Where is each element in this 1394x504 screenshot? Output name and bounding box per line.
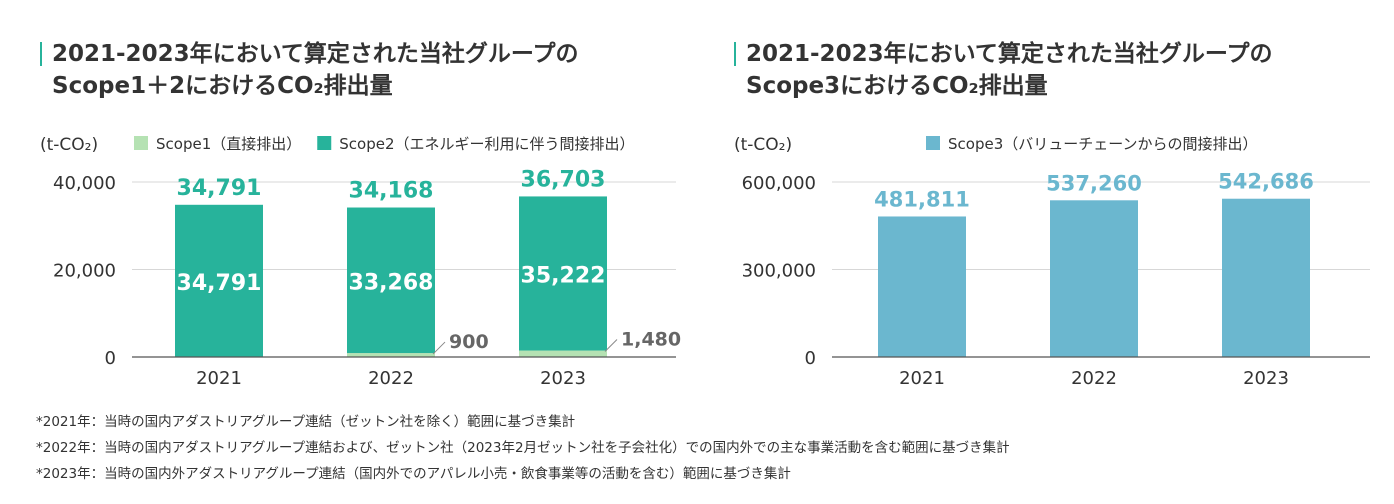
legend-swatch-1 bbox=[926, 136, 940, 150]
x-tick-label: 2023 bbox=[540, 368, 586, 389]
left-chart-title: 2021-2023年において算定された当社グループの Scope1＋2におけるC… bbox=[40, 38, 579, 102]
scope1-leader-line bbox=[432, 341, 446, 355]
y-tick-label: 300,000 bbox=[742, 261, 816, 282]
legend-label-1: Scope1（直接排出） bbox=[156, 135, 301, 153]
y-axis-unit-label: (t-CO₂) bbox=[40, 135, 98, 155]
bar-value-label-scope1: 1,480 bbox=[621, 329, 681, 351]
title-accent-bar bbox=[40, 42, 42, 66]
legend-label-2: Scope2（エネルギー利用に伴う間接排出） bbox=[339, 135, 634, 153]
footnote-2021: *2021年：当時の国内アダストリアグループ連結（ゼットン社を除く）範囲に基づき… bbox=[36, 414, 576, 430]
bar-value-label: 542,686 bbox=[1218, 170, 1314, 194]
y-tick-label: 40,000 bbox=[53, 173, 116, 194]
x-tick-label: 2022 bbox=[1071, 368, 1117, 389]
title-accent-bar bbox=[734, 42, 736, 66]
footnote-2022: *2022年：当時の国内アダストリアグループ連結および、ゼットン社（2023年2… bbox=[36, 440, 1010, 456]
y-axis-unit-label: (t-CO₂) bbox=[734, 135, 792, 155]
bar-2-2023 bbox=[519, 196, 607, 351]
bar-1-2022 bbox=[1050, 200, 1138, 357]
y-tick-label: 0 bbox=[805, 348, 816, 369]
bar-2-2022 bbox=[347, 207, 435, 354]
bar-2-2021 bbox=[175, 204, 263, 357]
bar-value-label: 481,811 bbox=[874, 187, 970, 211]
bar-total-label: 34,168 bbox=[349, 179, 434, 204]
y-tick-label: 20,000 bbox=[53, 261, 116, 282]
x-tick-label: 2023 bbox=[1243, 368, 1289, 389]
legend-label-1: Scope3（バリューチェーンからの間接排出） bbox=[948, 135, 1258, 153]
bar-1-2023 bbox=[1222, 198, 1310, 357]
x-tick-label: 2021 bbox=[196, 368, 242, 389]
scope1-leader-line bbox=[604, 339, 618, 352]
x-tick-label: 2022 bbox=[368, 368, 414, 389]
right-chart-title: 2021-2023年において算定された当社グループの Scope3におけるCO₂… bbox=[734, 38, 1273, 102]
bar-value-label: 537,260 bbox=[1046, 171, 1142, 195]
legend-swatch-1 bbox=[134, 136, 148, 150]
bar-value-label-scope1: 900 bbox=[449, 331, 489, 353]
left-title-line2: Scope1＋2におけるCO₂排出量 bbox=[52, 73, 393, 99]
bar-1-2022 bbox=[347, 353, 435, 357]
right-title-line2: Scope3におけるCO₂排出量 bbox=[746, 73, 1048, 99]
right-title-line1: 2021-2023年において算定された当社グループの bbox=[746, 41, 1273, 67]
left-title-line1: 2021-2023年において算定された当社グループの bbox=[52, 41, 579, 67]
legend-swatch-2 bbox=[317, 136, 332, 150]
bar-value-label-scope2: 35,222 bbox=[521, 263, 606, 288]
bar-1-2023 bbox=[519, 350, 607, 357]
bar-1-2021 bbox=[878, 216, 966, 357]
bar-value-label-scope2: 34,791 bbox=[177, 271, 262, 296]
y-tick-label: 600,000 bbox=[742, 173, 816, 194]
x-tick-label: 2021 bbox=[899, 368, 945, 389]
bar-total-label: 34,791 bbox=[177, 176, 262, 201]
footnote-2023: *2023年：当時の国内外アダストリアグループ連結（国内外でのアパレル小売・飲食… bbox=[36, 466, 791, 482]
y-tick-label: 0 bbox=[105, 348, 116, 369]
bar-value-label-scope2: 33,268 bbox=[349, 270, 434, 295]
bar-total-label: 36,703 bbox=[521, 167, 606, 192]
